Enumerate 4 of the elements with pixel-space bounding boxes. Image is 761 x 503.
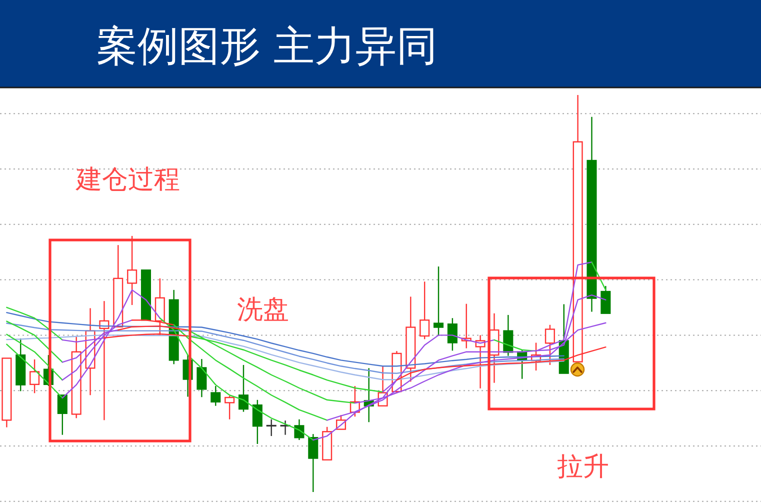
annotation: 拉升 bbox=[557, 452, 609, 482]
annotation: 洗盘 bbox=[237, 295, 289, 325]
title: 案例图形 主力异同 bbox=[96, 22, 438, 70]
annotation: 建仓过程 bbox=[76, 165, 180, 195]
